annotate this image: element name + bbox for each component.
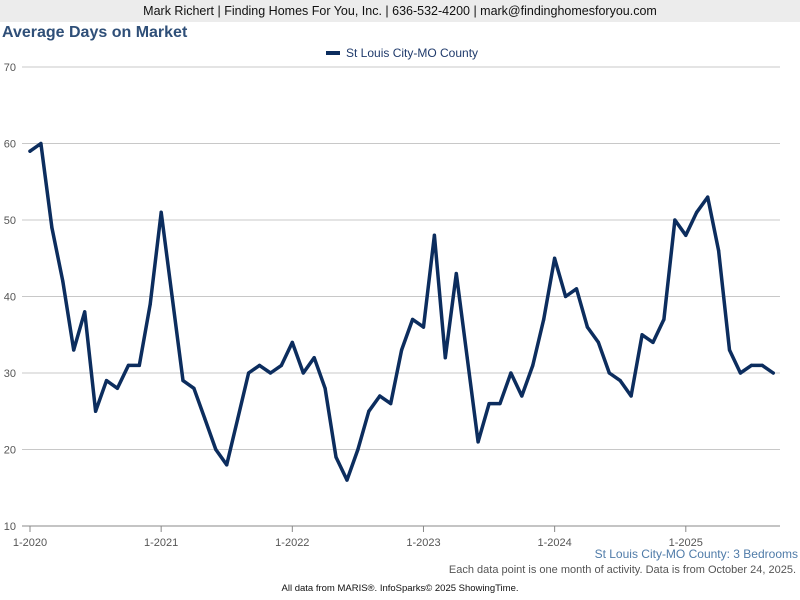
data-point	[432, 233, 437, 237]
y-tick-label: 20	[4, 445, 16, 457]
grid-lines	[22, 66, 780, 527]
data-point	[465, 356, 469, 360]
data-point	[520, 394, 524, 398]
data-point	[574, 287, 579, 291]
data-point	[607, 371, 611, 375]
data-point	[192, 386, 196, 390]
data-point	[39, 141, 43, 146]
data-point	[410, 317, 415, 322]
y-tick-label: 60	[4, 139, 16, 151]
data-point	[50, 226, 54, 230]
data-point	[181, 379, 185, 383]
data-point	[509, 371, 513, 375]
data-point	[716, 249, 721, 253]
data-point	[378, 394, 382, 398]
data-point	[268, 371, 273, 375]
data-point	[651, 340, 655, 344]
data-point	[421, 325, 426, 329]
data-point	[126, 363, 130, 367]
legend-swatch	[326, 50, 340, 55]
data-point	[629, 394, 633, 398]
data-point	[356, 447, 360, 452]
chart-legend: St Louis City-MO County	[326, 45, 478, 61]
y-tick-label: 10	[4, 521, 16, 533]
data-point	[749, 363, 753, 367]
data-point	[137, 363, 141, 367]
footer-credit: All data from MARIS®. InfoSparks© 2025 S…	[281, 583, 519, 594]
data-point	[389, 402, 393, 406]
data-point	[345, 478, 349, 482]
data-point	[203, 417, 207, 421]
data-point	[290, 340, 294, 344]
data-point	[312, 356, 316, 360]
x-tick-label: 1-2024	[538, 537, 572, 549]
series-layer	[28, 141, 775, 482]
series-line	[28, 141, 775, 482]
x-tick-label: 1-2022	[275, 537, 309, 549]
x-axis-ticks: 1-2020 1-2021 1-2022 1-2023 1-2024 1-2025	[13, 526, 703, 549]
agent-contact-header: Mark Richert | Finding Homes For You, In…	[0, 0, 800, 22]
data-point	[83, 310, 87, 314]
data-point	[236, 417, 240, 421]
data-point	[706, 195, 710, 199]
y-tick-label: 40	[4, 292, 16, 304]
chart-title: Average Days on Market	[2, 24, 188, 41]
data-point	[247, 371, 251, 375]
data-point	[225, 463, 229, 467]
data-point	[148, 302, 152, 306]
data-point	[487, 402, 491, 406]
data-point	[618, 379, 622, 383]
data-point	[727, 348, 732, 352]
data-point	[214, 447, 218, 452]
y-tick-label: 30	[4, 368, 16, 380]
data-note: Each data point is one month of activity…	[448, 564, 796, 576]
y-tick-label: 70	[4, 62, 16, 74]
data-point	[476, 440, 480, 444]
data-point	[760, 363, 764, 367]
legend-label: St Louis City-MO County	[346, 46, 479, 60]
data-point	[61, 279, 65, 283]
data-point	[115, 386, 120, 390]
data-point	[367, 409, 371, 413]
data-point	[771, 371, 775, 375]
data-point	[170, 294, 174, 299]
data-point	[28, 149, 32, 153]
data-point	[695, 210, 699, 214]
y-tick-label: 50	[4, 215, 16, 227]
data-point	[673, 218, 677, 222]
data-point	[323, 386, 327, 390]
data-point	[531, 363, 535, 367]
data-point	[553, 256, 557, 260]
data-point	[257, 363, 262, 367]
data-point	[454, 271, 458, 276]
data-point	[400, 348, 404, 352]
data-point	[498, 402, 502, 406]
x-tick-label: 1-2023	[406, 537, 440, 549]
data-point	[159, 210, 163, 214]
data-point	[596, 340, 600, 344]
data-point	[443, 356, 447, 360]
data-point	[301, 371, 305, 375]
data-point	[542, 317, 546, 322]
x-tick-label: 1-2020	[13, 537, 47, 549]
y-axis-ticks: 10 20 30 40 50 60 70	[4, 62, 16, 533]
x-tick-label: 1-2021	[144, 537, 178, 549]
data-point	[662, 317, 666, 322]
data-point	[334, 455, 338, 459]
data-point	[585, 325, 590, 329]
data-point	[738, 371, 743, 375]
data-point	[104, 379, 109, 383]
data-point	[279, 363, 283, 367]
x-tick-label: 1-2025	[669, 537, 703, 549]
data-point	[640, 333, 644, 337]
data-point	[563, 294, 568, 299]
data-point	[684, 233, 688, 237]
chart-subtitle: St Louis City-MO County: 3 Bedrooms	[594, 547, 798, 561]
data-point	[72, 348, 76, 352]
data-point	[93, 409, 98, 413]
